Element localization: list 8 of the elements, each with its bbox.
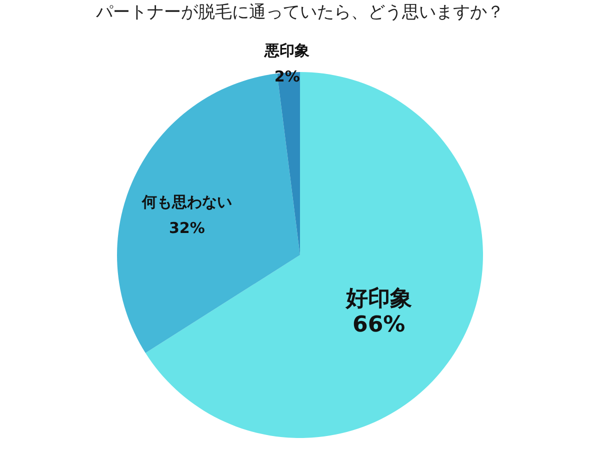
- chart-title: パートナーが脱毛に通っていたら、どう思いますか？: [95, 2, 504, 22]
- slice-label: 好印象: [344, 286, 412, 312]
- slice-label: 何も思わない: [140, 192, 232, 211]
- slice-label: 悪印象: [264, 41, 310, 60]
- data-label: 66%: [352, 312, 406, 338]
- pie-slice: [277, 72, 300, 255]
- data-label: 32%: [168, 218, 205, 237]
- data-label: 2%: [274, 67, 300, 86]
